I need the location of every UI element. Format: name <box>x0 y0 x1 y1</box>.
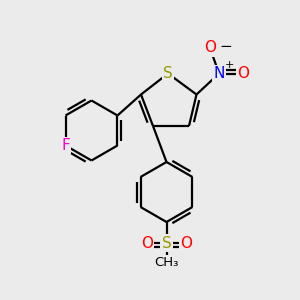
Text: F: F <box>61 138 70 153</box>
Text: N: N <box>213 66 225 81</box>
Text: S: S <box>163 66 173 81</box>
Text: O: O <box>237 66 249 81</box>
Text: O: O <box>141 236 153 250</box>
Text: O: O <box>204 40 216 56</box>
Text: S: S <box>162 236 171 250</box>
Text: +: + <box>225 60 234 70</box>
Text: O: O <box>180 236 192 250</box>
Text: CH₃: CH₃ <box>154 256 179 269</box>
Text: −: − <box>219 39 232 54</box>
